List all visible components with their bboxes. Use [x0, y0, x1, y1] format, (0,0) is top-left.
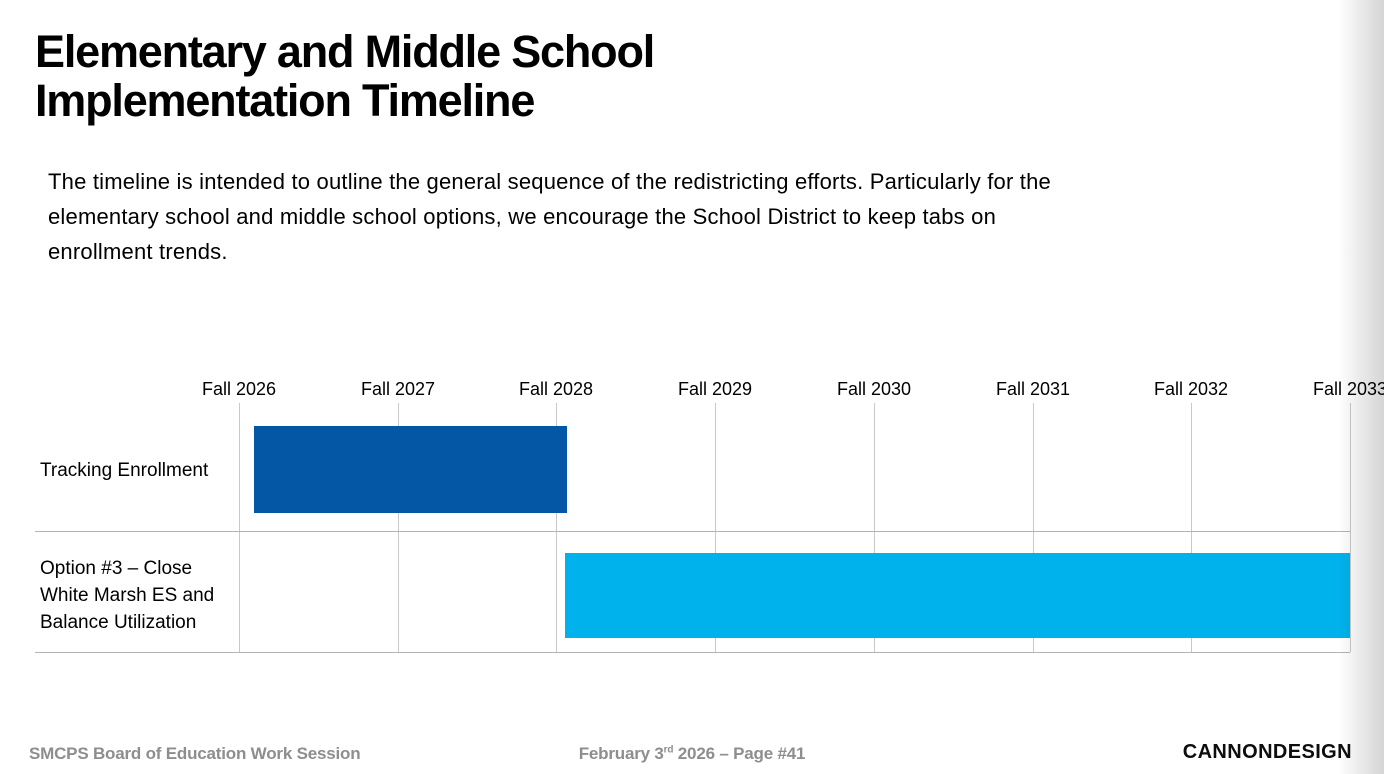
- column-header-fall-2026: Fall 2026: [201, 379, 277, 399]
- gridline-vertical-6: [1033, 403, 1034, 652]
- gridline-vertical-7: [1191, 403, 1192, 652]
- slide-title: Elementary and Middle School Implementat…: [35, 26, 655, 126]
- intro-paragraph: The timeline is intended to outline the …: [48, 169, 1051, 264]
- column-header-fall-2027: Fall 2027: [360, 379, 436, 399]
- footer-session-label: SMCPS Board of Education Work Session: [29, 744, 361, 763]
- gridline-vertical-1: [239, 403, 240, 652]
- footer-page-text: 2026 – Page #41: [673, 744, 806, 763]
- gridline-vertical-2: [398, 403, 399, 652]
- row-label-option3: Option #3 – Close White Marsh ES and Bal…: [40, 558, 215, 633]
- gridline-vertical-5: [874, 403, 875, 652]
- column-header-fall-2029: Fall 2029: [677, 379, 753, 399]
- cannondesign-logo: CANNONDESIGN: [1182, 741, 1352, 763]
- gridline-vertical-4: [715, 403, 716, 652]
- gridline-vertical-3: [556, 403, 557, 652]
- gridline-vertical-8: [1350, 403, 1351, 652]
- slide-footer: SMCPS Board of Education Work Session Fe…: [0, 741, 1384, 774]
- footer-date-text: February 3: [578, 744, 664, 763]
- option3-timeline-bar: [565, 553, 1350, 638]
- column-header-fall-2032: Fall 2032: [1153, 379, 1229, 399]
- chart-bottom-line: [35, 652, 1350, 653]
- row-divider-line: [35, 531, 1350, 532]
- column-header-fall-2030: Fall 2030: [836, 379, 912, 399]
- tracking-enrollment-bar: [254, 426, 567, 513]
- footer-date-ordinal: rd: [663, 744, 674, 756]
- column-header-fall-2031: Fall 2031: [995, 379, 1071, 399]
- column-header-fall-2028: Fall 2028: [518, 379, 594, 399]
- footer-date-page: February 3rd 2026 – Page #41: [0, 744, 1384, 764]
- column-header-fall-2033: Fall 2033: [1312, 379, 1384, 399]
- row-label-tracking-enrollment: Tracking Enrollment: [40, 460, 209, 481]
